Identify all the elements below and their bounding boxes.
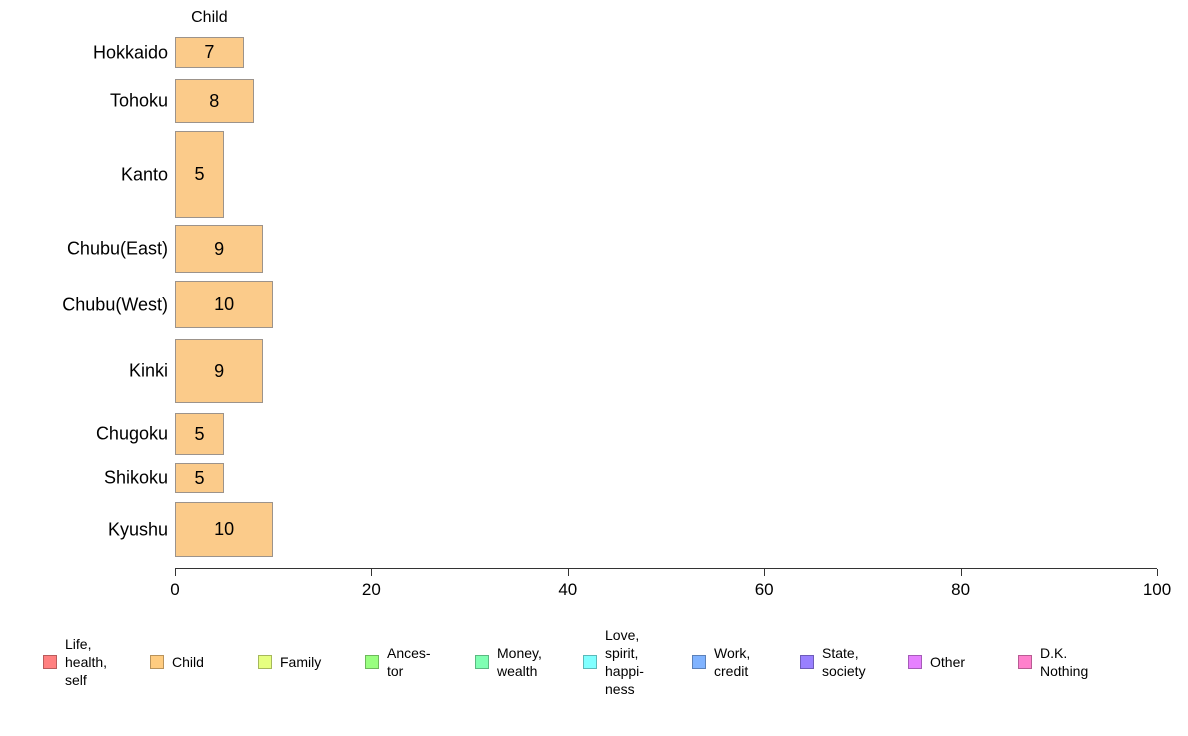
bar: 5 <box>175 131 225 218</box>
legend-label: Ances-tor <box>387 645 431 679</box>
legend-label: Life, health, self <box>65 636 108 688</box>
x-tick-label: 0 <box>170 580 180 599</box>
bar-value-label: 5 <box>194 164 205 184</box>
legend-swatch-icon <box>908 655 922 669</box>
column-title: Child <box>191 9 228 26</box>
x-tick-label: 40 <box>558 580 578 599</box>
legend-label: Child <box>172 654 204 670</box>
category-label: Chubu(West) <box>62 294 168 314</box>
bar-value-label: 10 <box>214 519 235 539</box>
legend-swatch-icon <box>475 655 489 669</box>
legend-label: Work, credit <box>714 645 751 679</box>
bar: 5 <box>175 413 225 455</box>
x-tick <box>764 569 766 576</box>
legend-label: Money, wealth <box>497 645 542 679</box>
x-tick <box>1157 569 1158 576</box>
x-tick-label: 60 <box>754 580 774 599</box>
legend-swatch-icon <box>1018 655 1032 669</box>
category-label: Kanto <box>120 164 168 184</box>
legend-swatch-icon <box>583 655 597 669</box>
bar-value-label: 5 <box>194 423 205 444</box>
legend-label: Other <box>930 654 966 670</box>
bar: 7 <box>175 37 244 68</box>
legend-swatch-icon <box>692 655 706 669</box>
x-tick <box>371 569 373 576</box>
x-tick-label: 80 <box>951 580 971 599</box>
x-tick <box>567 569 569 576</box>
bar: 8 <box>175 79 254 123</box>
legend-label: Love, spirit, happi-ness <box>605 627 644 697</box>
legend-swatch-icon <box>258 655 272 669</box>
bar-value-label: 8 <box>209 90 220 111</box>
x-tick <box>175 569 176 576</box>
category-label: Chubu(East) <box>66 238 168 259</box>
x-axis-line <box>175 568 1157 569</box>
category-label: Hokkaido <box>92 42 168 62</box>
category-label: Chugoku <box>95 423 168 444</box>
legend-swatch-icon <box>43 655 57 669</box>
category-label: Kinki <box>128 360 168 381</box>
bar-value-label: 5 <box>194 467 205 488</box>
legend-swatch-icon <box>150 655 164 669</box>
bar: 9 <box>175 225 264 273</box>
legend-swatch-icon <box>365 655 379 669</box>
legend-label: State, society <box>822 645 866 679</box>
legend-label: D.K. Nothing <box>1040 645 1089 679</box>
bar: 10 <box>175 281 274 328</box>
bar: 9 <box>175 339 264 403</box>
legend-label: Family <box>280 654 322 670</box>
x-tick <box>960 569 962 576</box>
legend-swatch-icon <box>800 655 814 669</box>
bar-value-label: 9 <box>214 238 225 259</box>
x-tick-label: 100 <box>1142 580 1172 599</box>
category-label: Shikoku <box>103 467 168 488</box>
bar-value-label: 9 <box>214 360 225 381</box>
bar: 10 <box>175 502 274 557</box>
category-label: Tohoku <box>109 90 168 111</box>
x-tick-label: 20 <box>361 580 381 599</box>
category-label: Kyushu <box>107 519 168 539</box>
bar-value-label: 10 <box>214 294 235 314</box>
bar-value-label: 7 <box>204 42 215 62</box>
bar: 5 <box>175 463 225 493</box>
